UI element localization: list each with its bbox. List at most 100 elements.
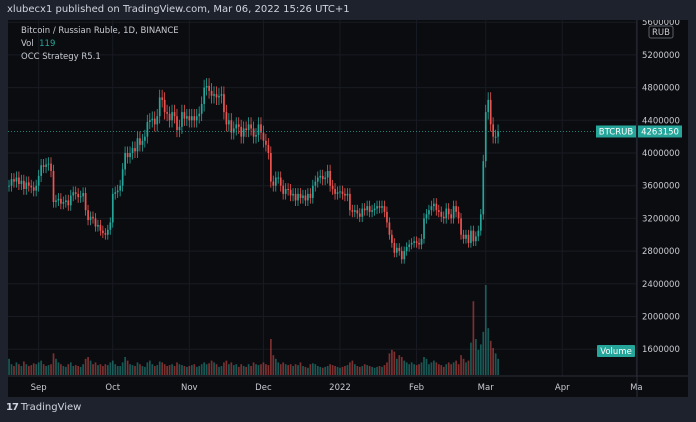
candle-body <box>472 230 475 242</box>
volume-bar <box>8 358 10 375</box>
legend-strategy[interactable]: OCC Strategy R5.1 <box>21 52 101 62</box>
volume-bar <box>329 364 331 375</box>
candle-body <box>282 185 285 194</box>
candle-body <box>250 124 252 129</box>
volume-bar <box>395 358 398 375</box>
volume-bar <box>228 364 230 375</box>
volume-bar <box>109 362 112 375</box>
volume-bar <box>139 364 141 375</box>
price-chart[interactable]: 5600000 5200000 4800000 4400000 4000000 36000… <box>8 20 688 397</box>
volume-bar <box>339 367 341 375</box>
candle-body <box>470 230 472 243</box>
candle-body <box>45 164 47 167</box>
candle-body <box>316 177 319 182</box>
candle-body <box>139 138 141 145</box>
volume-bar <box>371 366 373 375</box>
volume-bar <box>316 366 319 375</box>
candle-body <box>425 214 428 219</box>
volume-bar <box>89 360 92 375</box>
candle-body <box>65 200 67 203</box>
volume-bar <box>457 364 460 375</box>
y-tick-label: 2400000 <box>642 280 680 290</box>
volume-bar <box>176 362 178 375</box>
volume-bar <box>403 360 406 375</box>
volume-bar <box>274 358 277 375</box>
candle-body <box>188 116 191 121</box>
candle-body <box>378 206 381 208</box>
candle-body <box>77 193 80 198</box>
volume-bar <box>462 358 465 375</box>
candle-body <box>176 116 178 131</box>
legend-volume: Vol 119 <box>21 39 55 49</box>
volume-bar <box>225 360 228 375</box>
volume-bar <box>277 362 280 375</box>
y-tick-label: 3600000 <box>642 182 680 192</box>
volume-bar <box>10 364 13 375</box>
candle-body <box>148 120 151 122</box>
candle-body <box>74 192 77 194</box>
volume-bar <box>381 366 383 375</box>
volume-bar <box>223 362 225 375</box>
volume-bar <box>460 355 462 375</box>
tradingview-footer[interactable]: 17 TradingView <box>6 402 81 413</box>
candle-body <box>277 177 280 179</box>
candle-body <box>8 185 10 187</box>
candle-body <box>447 208 450 215</box>
candle-body <box>203 87 206 104</box>
candle-body <box>158 97 161 117</box>
candle-body <box>240 126 243 137</box>
volume-bar <box>299 362 302 375</box>
volume-bar <box>430 362 433 375</box>
volume-bar <box>433 360 435 375</box>
candle-body <box>361 208 364 217</box>
volume-bar <box>55 358 57 375</box>
candle-body <box>321 175 324 180</box>
candle-body <box>467 234 470 243</box>
volume-bar <box>163 364 166 375</box>
y-tick-label: 5600000 <box>642 20 680 28</box>
candle-body <box>230 120 233 133</box>
volume-bar <box>321 367 324 375</box>
candle-body <box>297 193 299 201</box>
candle-body <box>210 90 213 96</box>
volume-bar <box>181 365 183 375</box>
volume-bar <box>334 366 336 375</box>
volume-bar <box>156 365 159 375</box>
volume-bar <box>376 366 378 375</box>
volume-bar <box>445 364 448 375</box>
candle-body <box>440 211 443 217</box>
candle-body <box>289 189 292 196</box>
volume-bar <box>126 360 129 375</box>
candle-body <box>492 124 495 137</box>
volume-bar <box>314 364 317 375</box>
candle-body <box>156 116 159 125</box>
volume-bar <box>50 364 52 375</box>
volume-bar <box>158 361 161 375</box>
x-tick-label: Sep <box>31 383 47 393</box>
candle-body <box>260 124 262 133</box>
candle-body <box>452 206 455 219</box>
candle-body <box>235 124 238 129</box>
candle-body <box>136 138 139 152</box>
x-tick-label: Dec <box>255 383 272 393</box>
y-tick-label: 1600000 <box>642 345 680 355</box>
candle-body <box>368 206 371 212</box>
y-tick-label: 5200000 <box>642 51 680 61</box>
y-tick-label: 2800000 <box>642 247 680 257</box>
candle-body <box>141 140 144 145</box>
candle-body <box>25 182 28 189</box>
volume-bar <box>213 362 215 375</box>
chart-pane[interactable]: 5600000 5200000 4800000 4400000 4000000 36000… <box>8 20 688 397</box>
volume-bar <box>129 364 131 375</box>
volume-bar <box>282 362 285 375</box>
candle-body <box>386 211 388 223</box>
candle-body <box>445 208 448 219</box>
candle-body <box>267 144 270 153</box>
candle-body <box>326 170 329 178</box>
volume-bar <box>492 348 495 375</box>
candle-body <box>245 128 248 131</box>
volume-bar <box>272 355 275 375</box>
volume-bar <box>183 366 186 375</box>
vol-value: 119 <box>39 39 56 49</box>
candle-body <box>366 206 369 211</box>
